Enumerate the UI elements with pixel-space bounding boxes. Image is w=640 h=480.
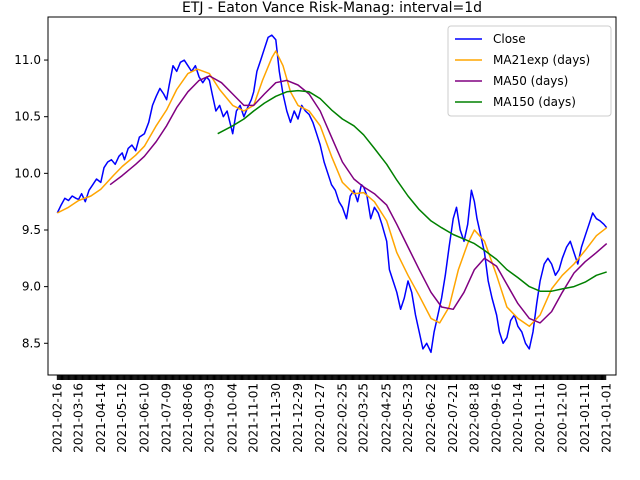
x-tick-label: 2022-08-18 <box>467 383 481 453</box>
x-tick-label: 2021-01-11 <box>578 383 592 453</box>
plot-lines <box>56 34 608 354</box>
x-tick-label: 2021-06-10 <box>137 383 151 453</box>
y-tick-label: 10.5 <box>14 110 41 124</box>
x-tick-label: 2022-04-25 <box>380 383 394 453</box>
x-tick-label: 2022-02-25 <box>335 383 349 453</box>
x-tick-label: 2021-05-12 <box>115 383 129 453</box>
y-tick-label: 9.0 <box>22 280 41 294</box>
legend-label: MA50 (days) <box>493 74 568 88</box>
y-axis: 8.5 9.0 9.5 10.0 10.5 11.0 <box>14 53 48 350</box>
x-axis: 2021-02-16 2021-03-16 2021-04-14 2021-05-12… <box>50 375 614 453</box>
legend-box <box>447 25 612 117</box>
x-tick-label: 2022-05-23 <box>401 383 415 453</box>
x-tick-label: 2021-10-04 <box>226 383 240 453</box>
x-tick-label: 2021-12-29 <box>291 383 305 453</box>
series-line-ma50-days <box>109 75 608 324</box>
x-tick-label: 2021-11-30 <box>269 383 283 453</box>
series-line-ma21exp-days <box>56 50 608 328</box>
y-tick-label: 11.0 <box>14 53 41 67</box>
x-tick-label: 2021-11-01 <box>247 383 261 453</box>
x-tick-label: 2021-08-06 <box>181 383 195 453</box>
legend-label: MA150 (days) <box>493 95 576 109</box>
x-tick-label: 2020-12-10 <box>555 383 569 453</box>
x-tick-label: 2021-03-16 <box>72 383 86 453</box>
x-tick-label: 2022-06-22 <box>424 383 438 453</box>
y-tick-label: 9.5 <box>22 223 41 237</box>
legend-label: Close <box>493 32 526 46</box>
x-tick-label: 2020-10-14 <box>511 383 525 453</box>
y-tick-label: 10.0 <box>14 166 41 180</box>
x-tick-label: 2022-07-21 <box>446 383 460 453</box>
x-tick-label: 2020-09-16 <box>490 383 504 453</box>
plot-frame <box>47 16 617 376</box>
legend: Close MA21exp (days) MA50 (days) MA150 (day… <box>447 25 612 117</box>
x-tick-label: 2021-02-16 <box>50 383 64 453</box>
y-tick-label: 8.5 <box>22 336 41 350</box>
x-tick-label: 2021-04-14 <box>94 383 108 453</box>
x-tick-label: 2022-01-27 <box>313 383 327 453</box>
series-line-ma150-days <box>217 89 607 292</box>
x-tick-label: 2021-01-01 <box>600 383 614 453</box>
x-tick-label: 2020-11-11 <box>533 383 547 453</box>
x-tick-label: 2022-03-25 <box>357 383 371 453</box>
x-tick-label: 2021-09-03 <box>202 383 216 453</box>
legend-label: MA21exp (days) <box>493 53 590 67</box>
x-tick-label: 2021-07-09 <box>160 383 174 453</box>
chart-title: ETJ - Eaton Vance Risk-Manag: interval=1… <box>182 0 482 16</box>
